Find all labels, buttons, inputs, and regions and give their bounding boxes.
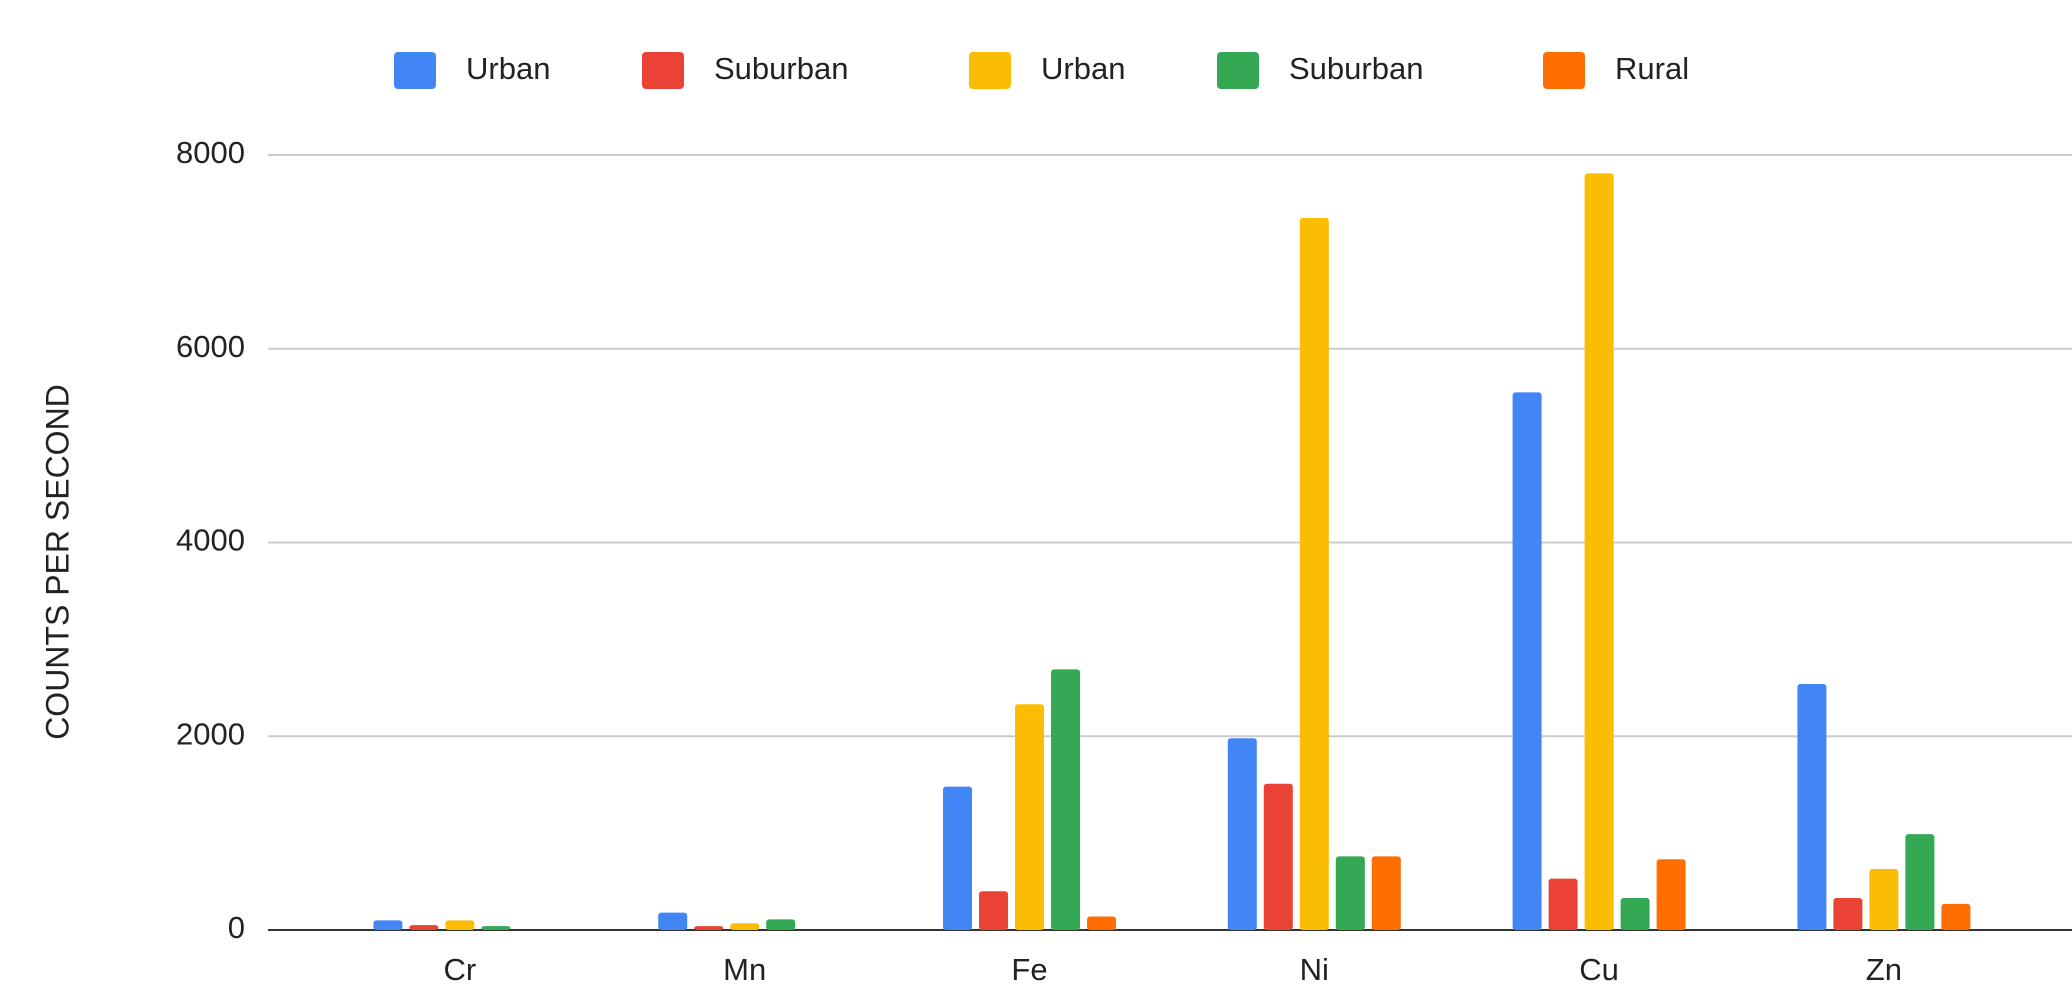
x-tick-label: Cu [1579, 952, 1619, 987]
y-tick-label: 8000 [176, 135, 245, 170]
legend-swatch [394, 52, 436, 89]
bar [1015, 704, 1044, 930]
legend-label: Urban [466, 51, 550, 86]
y-tick-label: 0 [228, 910, 245, 945]
bar [1656, 859, 1686, 930]
legend-label: Urban [1041, 51, 1125, 86]
bar [1941, 903, 1971, 930]
legend-label: Rural [1615, 51, 1689, 86]
bar [1371, 856, 1401, 930]
bar [1797, 683, 1827, 930]
bar [481, 926, 511, 930]
bar [979, 891, 1008, 930]
bar [409, 925, 439, 930]
bar [766, 919, 796, 930]
y-tick-label: 2000 [176, 716, 245, 751]
x-tick-label: Zn [1866, 952, 1902, 987]
bar [658, 912, 688, 930]
bar [445, 920, 475, 930]
bar [1263, 783, 1293, 930]
x-tick-label: Mn [723, 952, 766, 987]
bar [1227, 738, 1257, 930]
bar [730, 923, 760, 930]
bar [694, 926, 724, 930]
legend-swatch [1217, 52, 1259, 89]
y-tick-label: 6000 [176, 329, 245, 364]
x-tick-label: Fe [1011, 952, 1047, 987]
legend-label: Suburban [1289, 51, 1423, 86]
bar [373, 920, 403, 930]
y-axis-label: COUNTS PER SECOND [39, 384, 75, 740]
legend-label: Suburban [714, 51, 848, 86]
bar [1087, 916, 1116, 930]
y-tick-label: 4000 [176, 523, 245, 558]
x-tick-label: Cr [444, 952, 477, 987]
bar [943, 786, 972, 930]
bar [1833, 898, 1863, 930]
bar [1548, 878, 1578, 930]
bar [1335, 856, 1365, 930]
bar [1584, 173, 1614, 930]
bar [1512, 392, 1542, 930]
legend-swatch [969, 52, 1011, 89]
legend-swatch [1543, 52, 1585, 89]
legend-swatch [642, 52, 684, 89]
bar [1869, 868, 1899, 930]
x-tick-label: Ni [1300, 952, 1329, 987]
bar [1620, 898, 1650, 930]
bar [1051, 669, 1080, 930]
bar [1299, 217, 1329, 930]
bar [1905, 834, 1935, 930]
